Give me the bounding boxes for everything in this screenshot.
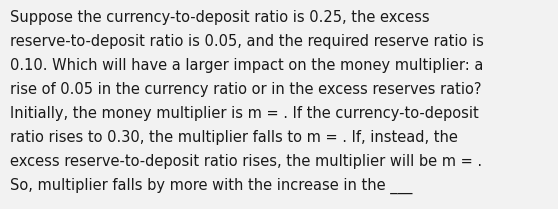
Text: rise of 0.05 in the currency ratio or in the excess reserves ratio?: rise of 0.05 in the currency ratio or in… — [10, 82, 482, 97]
Text: excess reserve-to-deposit ratio rises, the multiplier will be m = .: excess reserve-to-deposit ratio rises, t… — [10, 154, 482, 169]
Text: 0.10. Which will have a larger impact on the money multiplier: a: 0.10. Which will have a larger impact on… — [10, 58, 483, 73]
Text: reserve-to-deposit ratio is 0.05, and the required reserve ratio is: reserve-to-deposit ratio is 0.05, and th… — [10, 34, 484, 49]
Text: ratio rises to 0.30, the multiplier falls to m = . If, instead, the: ratio rises to 0.30, the multiplier fall… — [10, 130, 458, 145]
Text: Initially, the money multiplier is m = . If the currency-to-deposit: Initially, the money multiplier is m = .… — [10, 106, 479, 121]
Text: Suppose the currency-to-deposit ratio is 0.25, the excess: Suppose the currency-to-deposit ratio is… — [10, 10, 430, 25]
Text: So, multiplier falls by more with the increase in the ___: So, multiplier falls by more with the in… — [10, 178, 412, 194]
